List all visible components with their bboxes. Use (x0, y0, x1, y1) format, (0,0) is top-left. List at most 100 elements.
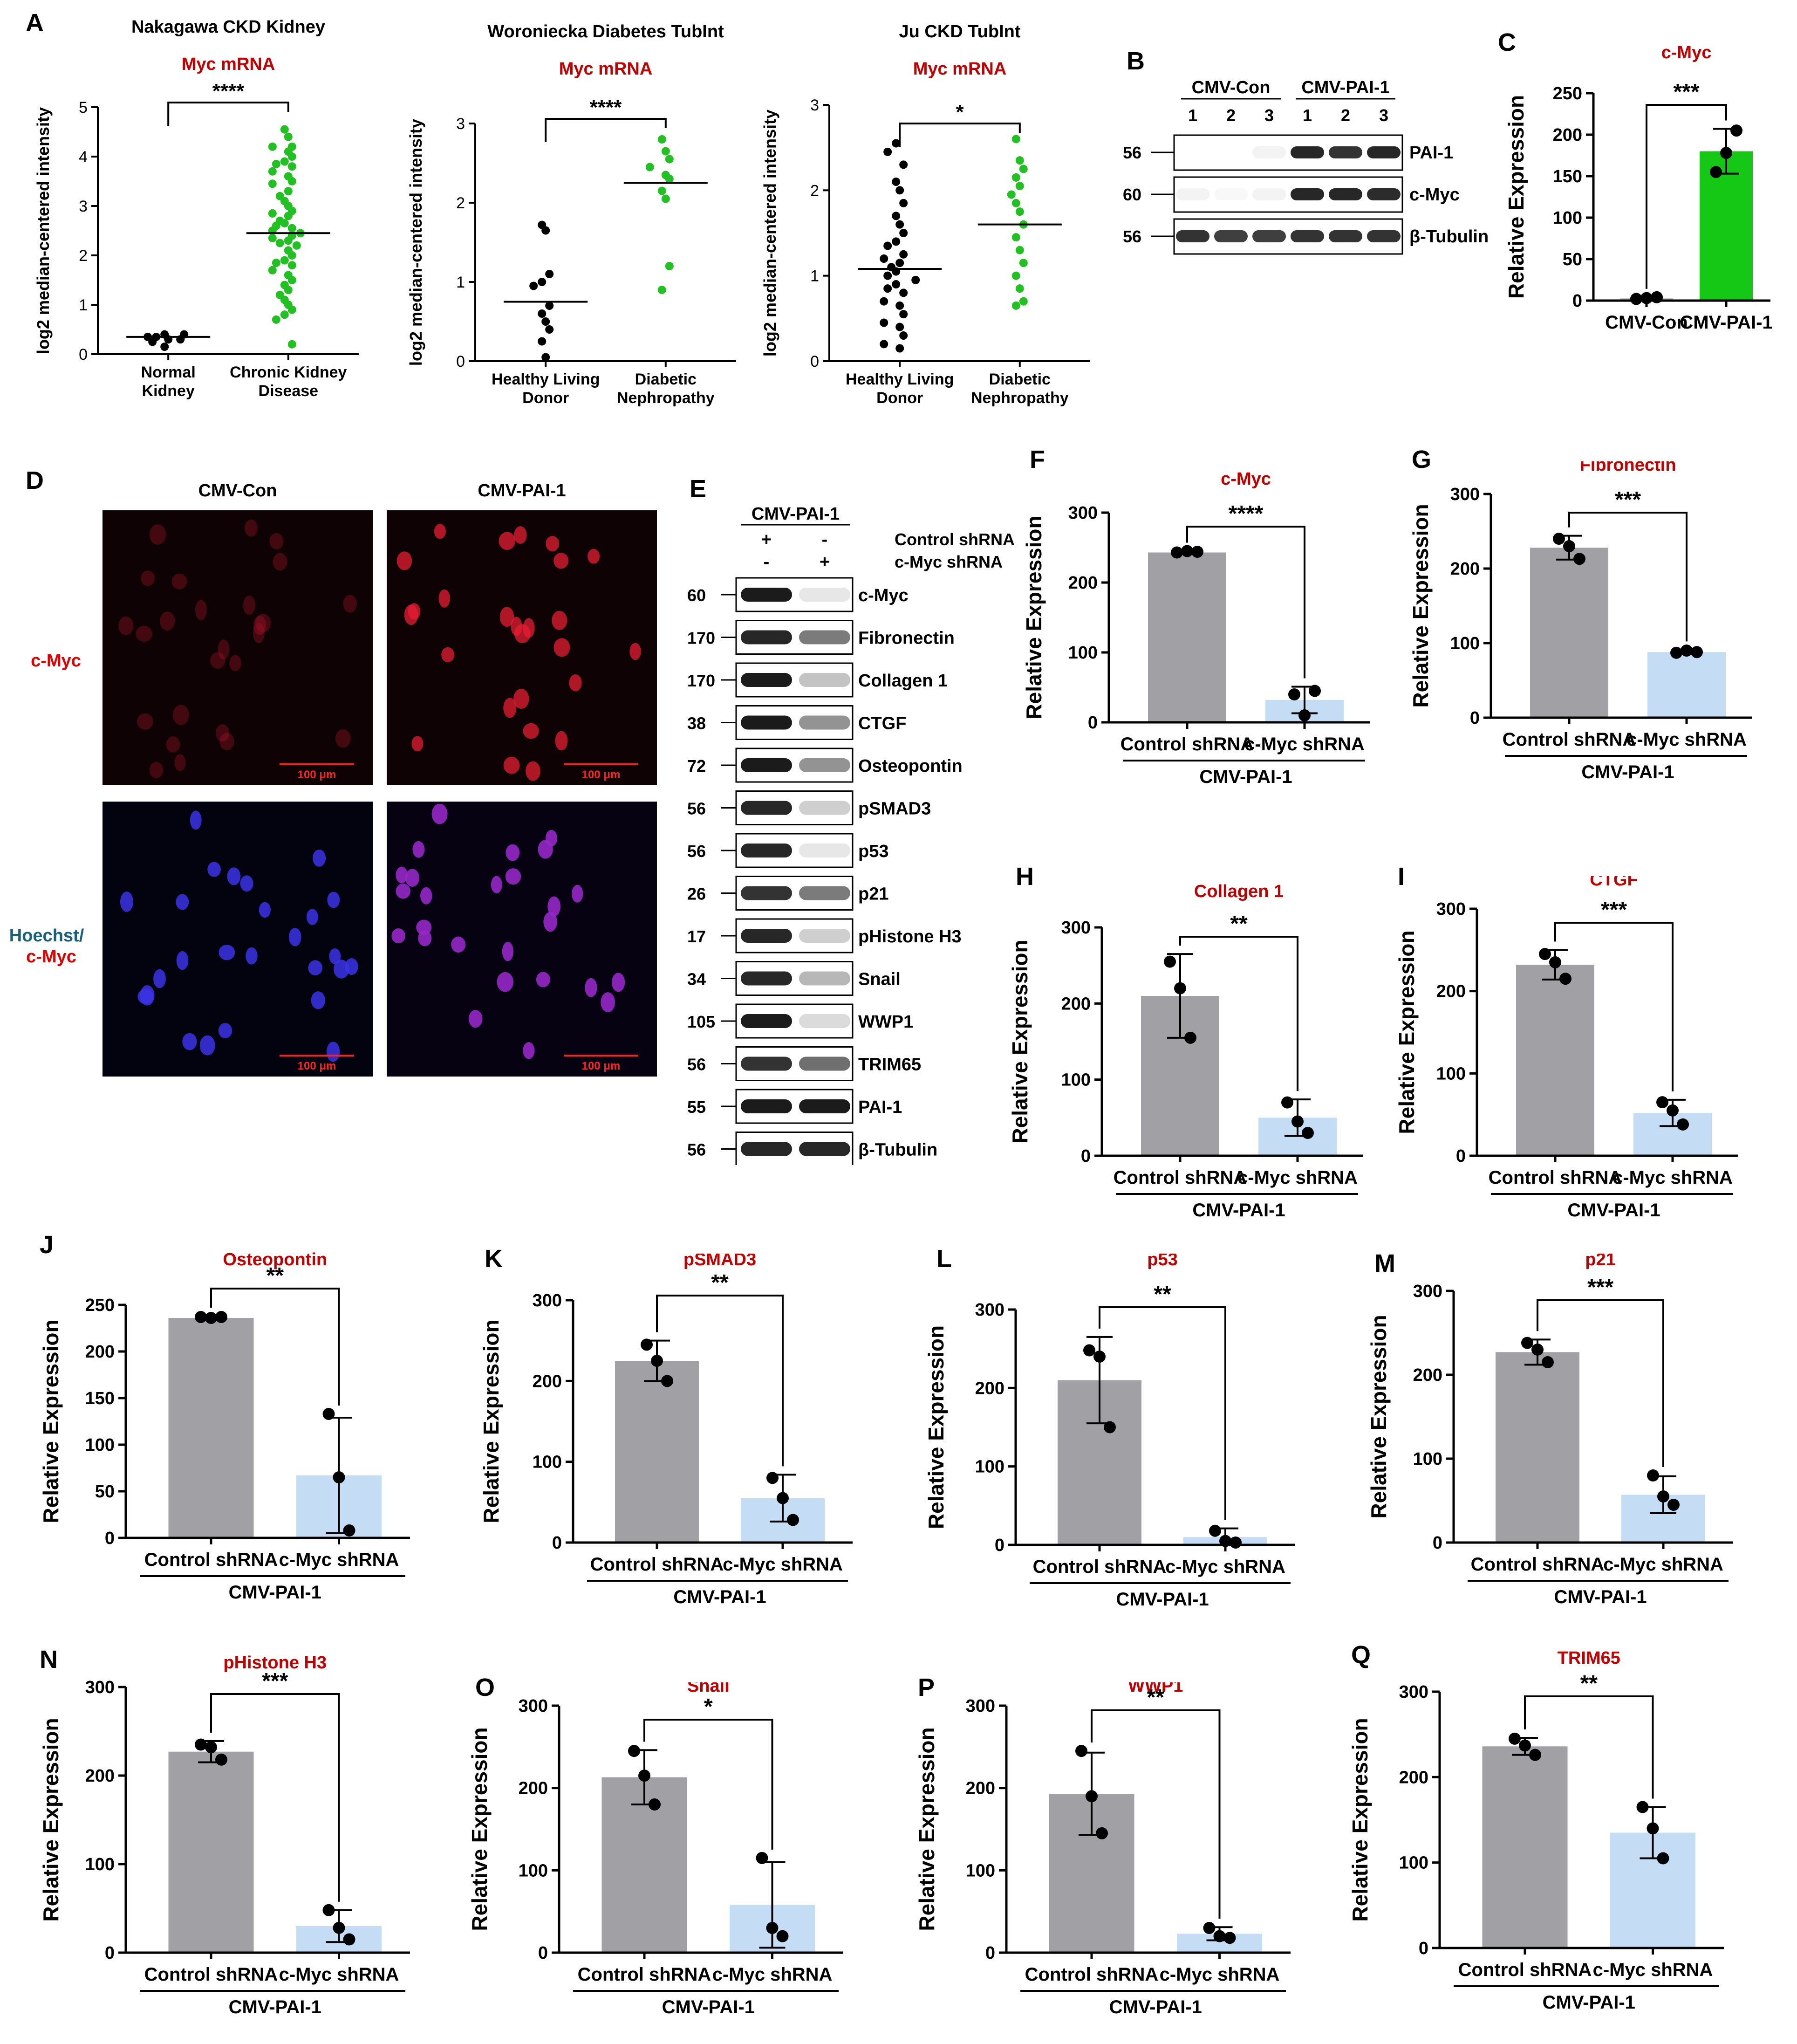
data-point (275, 239, 284, 247)
nucleus (195, 600, 207, 620)
blot-band (799, 1099, 850, 1113)
data-point (883, 271, 892, 280)
panel-letter-g: G (1412, 446, 1432, 473)
blot-band (1367, 230, 1401, 242)
nucleus (547, 896, 560, 917)
data-point (1573, 553, 1585, 565)
bar-chart-i: CTGF Relative Expression 0 100 200 300 Control… (1394, 876, 1738, 1221)
significance-bracket (1537, 1299, 1664, 1467)
blot-header: CMV-PAI-1 (752, 504, 840, 524)
data-point (268, 179, 277, 188)
panel-letter-o: O (475, 1674, 495, 1701)
data-point (1563, 540, 1575, 552)
nucleus (416, 919, 432, 935)
data-point (1015, 207, 1024, 216)
bar-chart-c-myc-c: c-Myc Relative Expression 0 50 100 150 200 250 C… (1504, 43, 1773, 333)
y-tick-label: 0 (995, 1536, 1004, 1555)
x-tick-label: Nephropathy (617, 389, 715, 407)
x-tick-label: Control shRNA (144, 1964, 278, 1985)
data-point (272, 315, 280, 324)
y-tick-label: 200 (966, 1779, 995, 1798)
blot-band (1367, 188, 1401, 200)
nucleus (601, 992, 615, 1013)
lane-label: 1 (1303, 106, 1312, 125)
y-tick-label: 100 (1399, 1853, 1428, 1873)
panel-letter-e: E (690, 475, 707, 503)
data-point (195, 1311, 207, 1323)
y-tick-label: 0 (105, 1943, 115, 1963)
y-tick-label: 200 (85, 1342, 115, 1362)
nucleus (269, 533, 284, 549)
data-point (1691, 646, 1703, 658)
data-point (883, 284, 892, 293)
y-tick-label: 300 (1450, 485, 1480, 504)
protein-label: Fibronectin (858, 629, 955, 648)
mw-label: 170 (687, 629, 715, 648)
data-point (665, 175, 674, 183)
significance-label: * (704, 1694, 713, 1719)
y-tick-label: 300 (1436, 899, 1466, 919)
data-point (268, 266, 277, 274)
data-point (651, 1355, 663, 1367)
y-tick-label: 100 (1553, 208, 1582, 228)
nucleus (514, 526, 527, 544)
blot-band (741, 844, 792, 857)
significance-bracket (167, 102, 289, 126)
y-tick-label: 3 (79, 198, 88, 215)
data-point (280, 219, 289, 228)
y-tick-label: 0 (105, 1529, 115, 1548)
data-point (1011, 301, 1020, 310)
mw-label: 38 (687, 714, 706, 733)
nucleus (335, 729, 351, 748)
mw-label: 34 (687, 970, 706, 989)
data-point (1096, 1827, 1108, 1839)
data-point (1093, 1351, 1106, 1363)
data-point (1083, 1344, 1095, 1357)
bar-chart-f: c-Myc Relative Expression 0 100 200 300 Contro… (1022, 469, 1370, 787)
data-point (657, 186, 666, 195)
y-axis-label: Relative Expression (1504, 95, 1528, 299)
y-tick-label: 150 (85, 1389, 115, 1408)
data-point (899, 199, 908, 207)
blot-band (741, 758, 792, 772)
data-point (1710, 166, 1722, 178)
micrograph-background (387, 802, 657, 1077)
data-point (1015, 156, 1024, 165)
y-tick-label: 2 (456, 194, 465, 212)
group-label: CMV-PAI-1 (1301, 78, 1389, 97)
nucleus (246, 947, 258, 965)
group-label: CMV-PAI-1 (229, 1582, 321, 1603)
scale-bar-label: 100 μm (298, 768, 336, 781)
data-point (1720, 147, 1732, 159)
chart-title: Snail (687, 1682, 730, 1696)
data-point (1011, 199, 1020, 207)
y-tick-label: 200 (533, 1372, 562, 1391)
x-tick-label: c-Myc shRNA (1237, 1167, 1358, 1188)
blot-band (799, 1142, 850, 1156)
protein-label: PAI-1 (1409, 143, 1453, 163)
panel-letter-m: M (1374, 1249, 1395, 1277)
x-tick-label: Healthy Living (846, 370, 954, 388)
y-tick-label: 100 (85, 1435, 115, 1455)
data-point (1015, 182, 1024, 191)
mw-label: 56 (1123, 143, 1141, 162)
data-point (284, 236, 293, 245)
y-tick-label: 1 (810, 268, 819, 285)
x-tick-label: Donor (522, 389, 569, 407)
data-point (1542, 1356, 1554, 1368)
data-point (545, 270, 554, 278)
x-tick-label: Control shRNA (1033, 1557, 1167, 1577)
data-point (880, 297, 888, 306)
nucleus (629, 643, 641, 660)
bar-2 (1647, 652, 1726, 718)
nucleus (218, 639, 230, 659)
chart-title: Collagen 1 (1194, 882, 1284, 901)
lane-label: 2 (1226, 106, 1236, 125)
nucleus (174, 754, 186, 771)
y-axis-label: Relative Expression (1408, 504, 1433, 707)
nucleus (553, 553, 569, 569)
protein-label: PAI-1 (858, 1097, 902, 1117)
panel-letter-q: Q (1351, 1641, 1371, 1669)
data-point (541, 317, 550, 326)
data-point (1647, 1822, 1659, 1835)
